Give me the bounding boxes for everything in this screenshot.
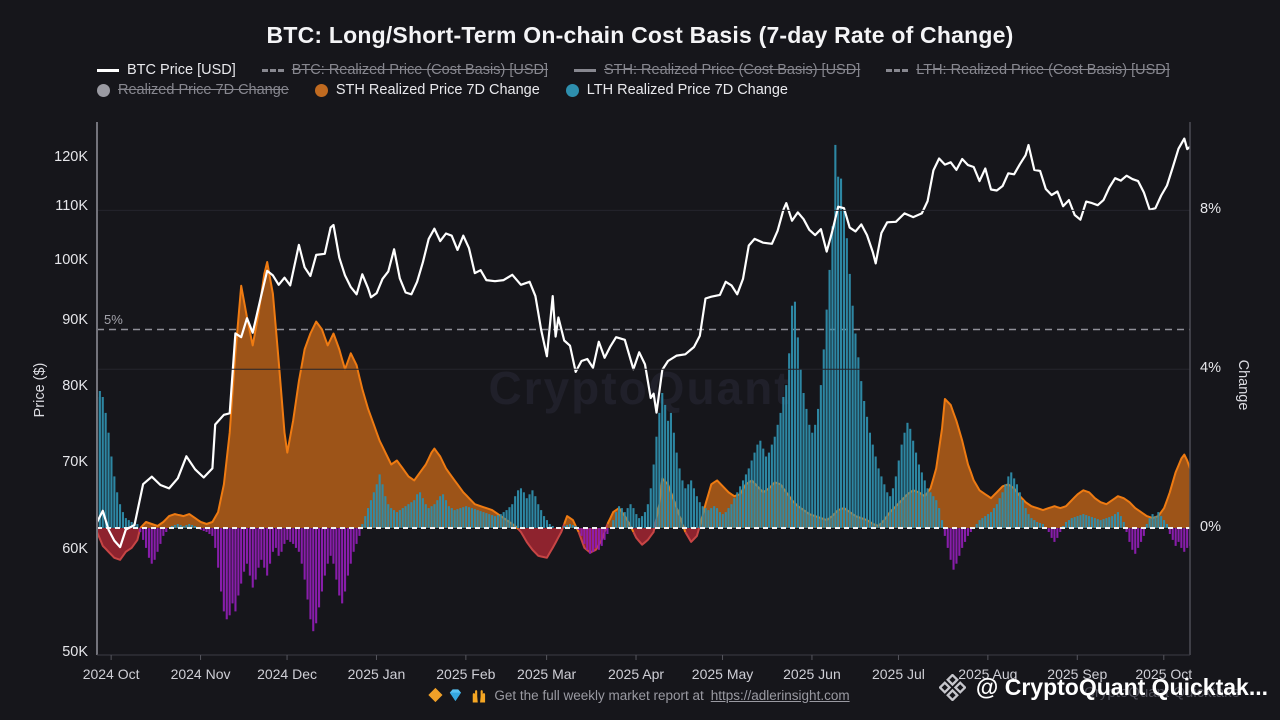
cryptoquant-logo-icon <box>938 674 966 701</box>
y-tick-left: 120K <box>54 149 88 165</box>
y-tick-right: 8% <box>1200 201 1221 218</box>
x-tick: 2025 Aug <box>958 666 1018 682</box>
y-axis-label-right: Change <box>1235 359 1251 411</box>
legend-item-lth-realized-price-7d-change[interactable]: LTH Realized Price 7D Change <box>565 82 788 98</box>
legend-item-btc-price-usd[interactable]: BTC Price [USD] <box>97 62 236 78</box>
legend-label: BTC Price [USD] <box>127 62 236 78</box>
x-tick: 2025 Mar <box>517 666 577 682</box>
footer: Get the full weekly market report at htt… <box>428 687 850 703</box>
y-tick-left: 110K <box>55 198 88 215</box>
x-tick: 2025 Sep <box>1047 666 1108 682</box>
y-tick-left: 50K <box>62 644 88 660</box>
legend: BTC Price [USD] BTC: Realized Price (Cost… <box>97 62 1170 98</box>
y-tick-left: 90K <box>62 311 88 328</box>
legend-label: Realized Price 7D Change <box>118 82 289 98</box>
y-tick-left: 80K <box>62 378 88 395</box>
y-tick-left: 100K <box>54 252 88 269</box>
x-tick: 2024 Nov <box>170 666 231 682</box>
line-solid-icon <box>574 68 596 72</box>
legend-item-btc-realized-price-cost-basis-usd[interactable]: BTC: Realized Price (Cost Basis) [USD] <box>261 62 548 78</box>
footer-text: Get the full weekly market report at <box>494 687 704 703</box>
footer-link[interactable]: https://adlerinsight.com <box>710 687 850 703</box>
y-tick-right: 4% <box>1200 360 1221 377</box>
legend-label: LTH: Realized Price (Cost Basis) [USD] <box>916 62 1170 78</box>
five-percent-annotation: 5% <box>104 311 123 327</box>
dot-icon <box>314 83 328 97</box>
y-tick-left: 70K <box>62 453 88 470</box>
line-solid-icon <box>97 68 119 72</box>
dot-icon <box>565 83 579 97</box>
attribution-text: @ CryptoQuant Quicktak... <box>975 674 1268 700</box>
watermark: CryptoQuant <box>488 362 792 414</box>
attribution-echo: CryptoQuant Quicktake <box>1084 684 1240 701</box>
legend-item-realized-price-7d-change[interactable]: Realized Price 7D Change <box>97 82 289 98</box>
orange-diamond-icon <box>428 687 443 703</box>
x-tick: 2025 Jun <box>783 666 841 682</box>
x-tick: 2024 Dec <box>257 666 318 682</box>
line-dashed-icon <box>261 68 284 72</box>
blue-gem-icon <box>449 689 462 701</box>
legend-item-sth-realized-price-7d-change[interactable]: STH Realized Price 7D Change <box>314 82 540 98</box>
chart-title: BTC: Long/Short-Term On-chain Cost Basis… <box>266 22 1014 48</box>
legend-label: LTH Realized Price 7D Change <box>586 82 788 98</box>
x-tick: 2024 Oct <box>82 666 140 682</box>
y-tick-left: 60K <box>62 540 88 557</box>
x-tick: 2025 Feb <box>436 666 496 682</box>
x-tick: 2025 May <box>691 666 754 682</box>
y-tick-right: 0% <box>1200 519 1221 535</box>
legend-label: BTC: Realized Price (Cost Basis) [USD] <box>291 62 548 78</box>
legend-label: STH: Realized Price (Cost Basis) [USD] <box>604 62 861 78</box>
attribution: @ CryptoQuant Quicktak... <box>938 674 1268 701</box>
raised-hands-icon <box>472 689 486 702</box>
x-tick: 2025 Apr <box>607 666 665 682</box>
line-dashed-icon <box>886 68 909 72</box>
dot-icon <box>97 83 110 97</box>
legend-item-sth-realized-price-cost-basis-usd[interactable]: STH: Realized Price (Cost Basis) [USD] <box>574 62 860 78</box>
legend-label: STH Realized Price 7D Change <box>335 82 540 98</box>
x-tick: 2025 Jul <box>871 666 925 682</box>
x-tick: 2025 Oct <box>1135 666 1193 682</box>
x-tick: 2025 Jan <box>347 666 406 682</box>
legend-item-lth-realized-price-cost-basis-usd[interactable]: LTH: Realized Price (Cost Basis) [USD] <box>886 62 1170 78</box>
